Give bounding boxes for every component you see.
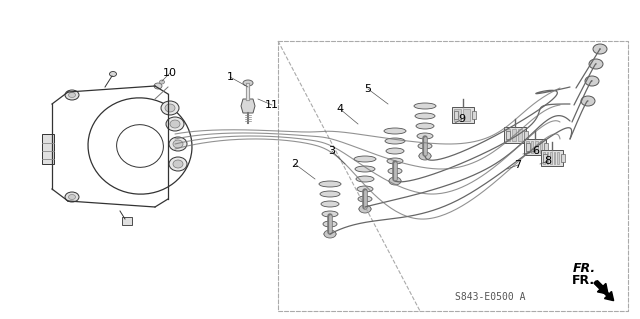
Bar bbox=[541, 150, 563, 166]
Bar bbox=[540, 141, 542, 153]
Bar bbox=[543, 154, 547, 162]
Bar bbox=[506, 129, 510, 141]
Ellipse shape bbox=[354, 156, 376, 162]
Bar bbox=[452, 107, 474, 123]
Ellipse shape bbox=[170, 120, 180, 128]
Bar bbox=[535, 141, 538, 153]
Ellipse shape bbox=[173, 140, 183, 148]
Ellipse shape bbox=[589, 59, 603, 69]
Ellipse shape bbox=[357, 186, 373, 192]
Ellipse shape bbox=[243, 80, 253, 86]
Ellipse shape bbox=[358, 196, 372, 202]
Text: 1: 1 bbox=[227, 72, 234, 82]
Bar bbox=[543, 152, 545, 164]
Ellipse shape bbox=[320, 191, 340, 197]
Bar bbox=[524, 139, 546, 155]
Bar bbox=[526, 141, 529, 153]
Ellipse shape bbox=[388, 168, 402, 174]
Ellipse shape bbox=[324, 230, 336, 238]
Ellipse shape bbox=[355, 166, 375, 172]
Ellipse shape bbox=[385, 138, 405, 144]
Ellipse shape bbox=[165, 104, 175, 112]
Text: 7: 7 bbox=[515, 160, 522, 170]
Bar bbox=[554, 152, 556, 164]
Ellipse shape bbox=[384, 128, 406, 134]
Bar bbox=[561, 154, 565, 162]
Text: S843-E0500 A: S843-E0500 A bbox=[455, 292, 525, 302]
Bar bbox=[463, 109, 470, 121]
Ellipse shape bbox=[65, 192, 79, 202]
FancyArrow shape bbox=[595, 281, 608, 294]
Bar bbox=[122, 217, 132, 225]
Ellipse shape bbox=[585, 76, 599, 86]
Ellipse shape bbox=[161, 101, 179, 115]
Ellipse shape bbox=[415, 113, 435, 119]
Ellipse shape bbox=[173, 160, 183, 168]
Ellipse shape bbox=[389, 178, 401, 184]
Ellipse shape bbox=[419, 153, 431, 159]
Text: FR.: FR. bbox=[572, 274, 595, 287]
Ellipse shape bbox=[65, 90, 79, 100]
Bar bbox=[544, 143, 548, 151]
Ellipse shape bbox=[169, 157, 187, 171]
Bar bbox=[550, 152, 552, 164]
Bar bbox=[531, 141, 533, 153]
Ellipse shape bbox=[414, 103, 436, 109]
Ellipse shape bbox=[389, 177, 401, 185]
Ellipse shape bbox=[417, 133, 433, 139]
Ellipse shape bbox=[166, 117, 184, 131]
Bar bbox=[472, 111, 476, 119]
Bar bbox=[526, 143, 530, 151]
Ellipse shape bbox=[418, 143, 432, 149]
Bar bbox=[518, 129, 522, 141]
Bar bbox=[512, 129, 516, 141]
Ellipse shape bbox=[154, 83, 162, 89]
Ellipse shape bbox=[387, 158, 403, 164]
Text: 8: 8 bbox=[545, 156, 552, 166]
Text: 3: 3 bbox=[328, 146, 335, 156]
Ellipse shape bbox=[359, 205, 371, 213]
Text: 2: 2 bbox=[291, 159, 299, 169]
Bar bbox=[504, 127, 526, 143]
Bar bbox=[506, 131, 510, 139]
Ellipse shape bbox=[319, 181, 341, 187]
Text: 11: 11 bbox=[265, 100, 279, 110]
Text: 4: 4 bbox=[337, 104, 344, 114]
Ellipse shape bbox=[159, 80, 164, 84]
Ellipse shape bbox=[169, 137, 187, 151]
Text: 9: 9 bbox=[458, 114, 465, 124]
Bar bbox=[547, 152, 548, 164]
FancyArrow shape bbox=[594, 281, 614, 300]
Bar bbox=[524, 131, 528, 139]
Ellipse shape bbox=[321, 201, 339, 207]
Ellipse shape bbox=[323, 221, 337, 227]
Text: 10: 10 bbox=[163, 68, 177, 78]
Ellipse shape bbox=[356, 176, 374, 182]
Text: 6: 6 bbox=[532, 146, 540, 156]
Bar bbox=[454, 111, 458, 119]
Ellipse shape bbox=[386, 148, 404, 154]
Bar bbox=[557, 152, 559, 164]
Polygon shape bbox=[241, 99, 255, 113]
Ellipse shape bbox=[593, 44, 607, 54]
Ellipse shape bbox=[419, 152, 431, 160]
Ellipse shape bbox=[68, 93, 76, 98]
Ellipse shape bbox=[322, 211, 338, 217]
Text: FR.: FR. bbox=[573, 263, 596, 276]
Bar bbox=[454, 109, 461, 121]
Ellipse shape bbox=[324, 231, 336, 237]
Text: 5: 5 bbox=[365, 84, 371, 94]
Bar bbox=[42, 134, 54, 164]
Ellipse shape bbox=[68, 195, 76, 199]
Ellipse shape bbox=[359, 206, 371, 212]
Ellipse shape bbox=[109, 71, 116, 77]
Ellipse shape bbox=[581, 96, 595, 106]
Ellipse shape bbox=[416, 123, 434, 129]
